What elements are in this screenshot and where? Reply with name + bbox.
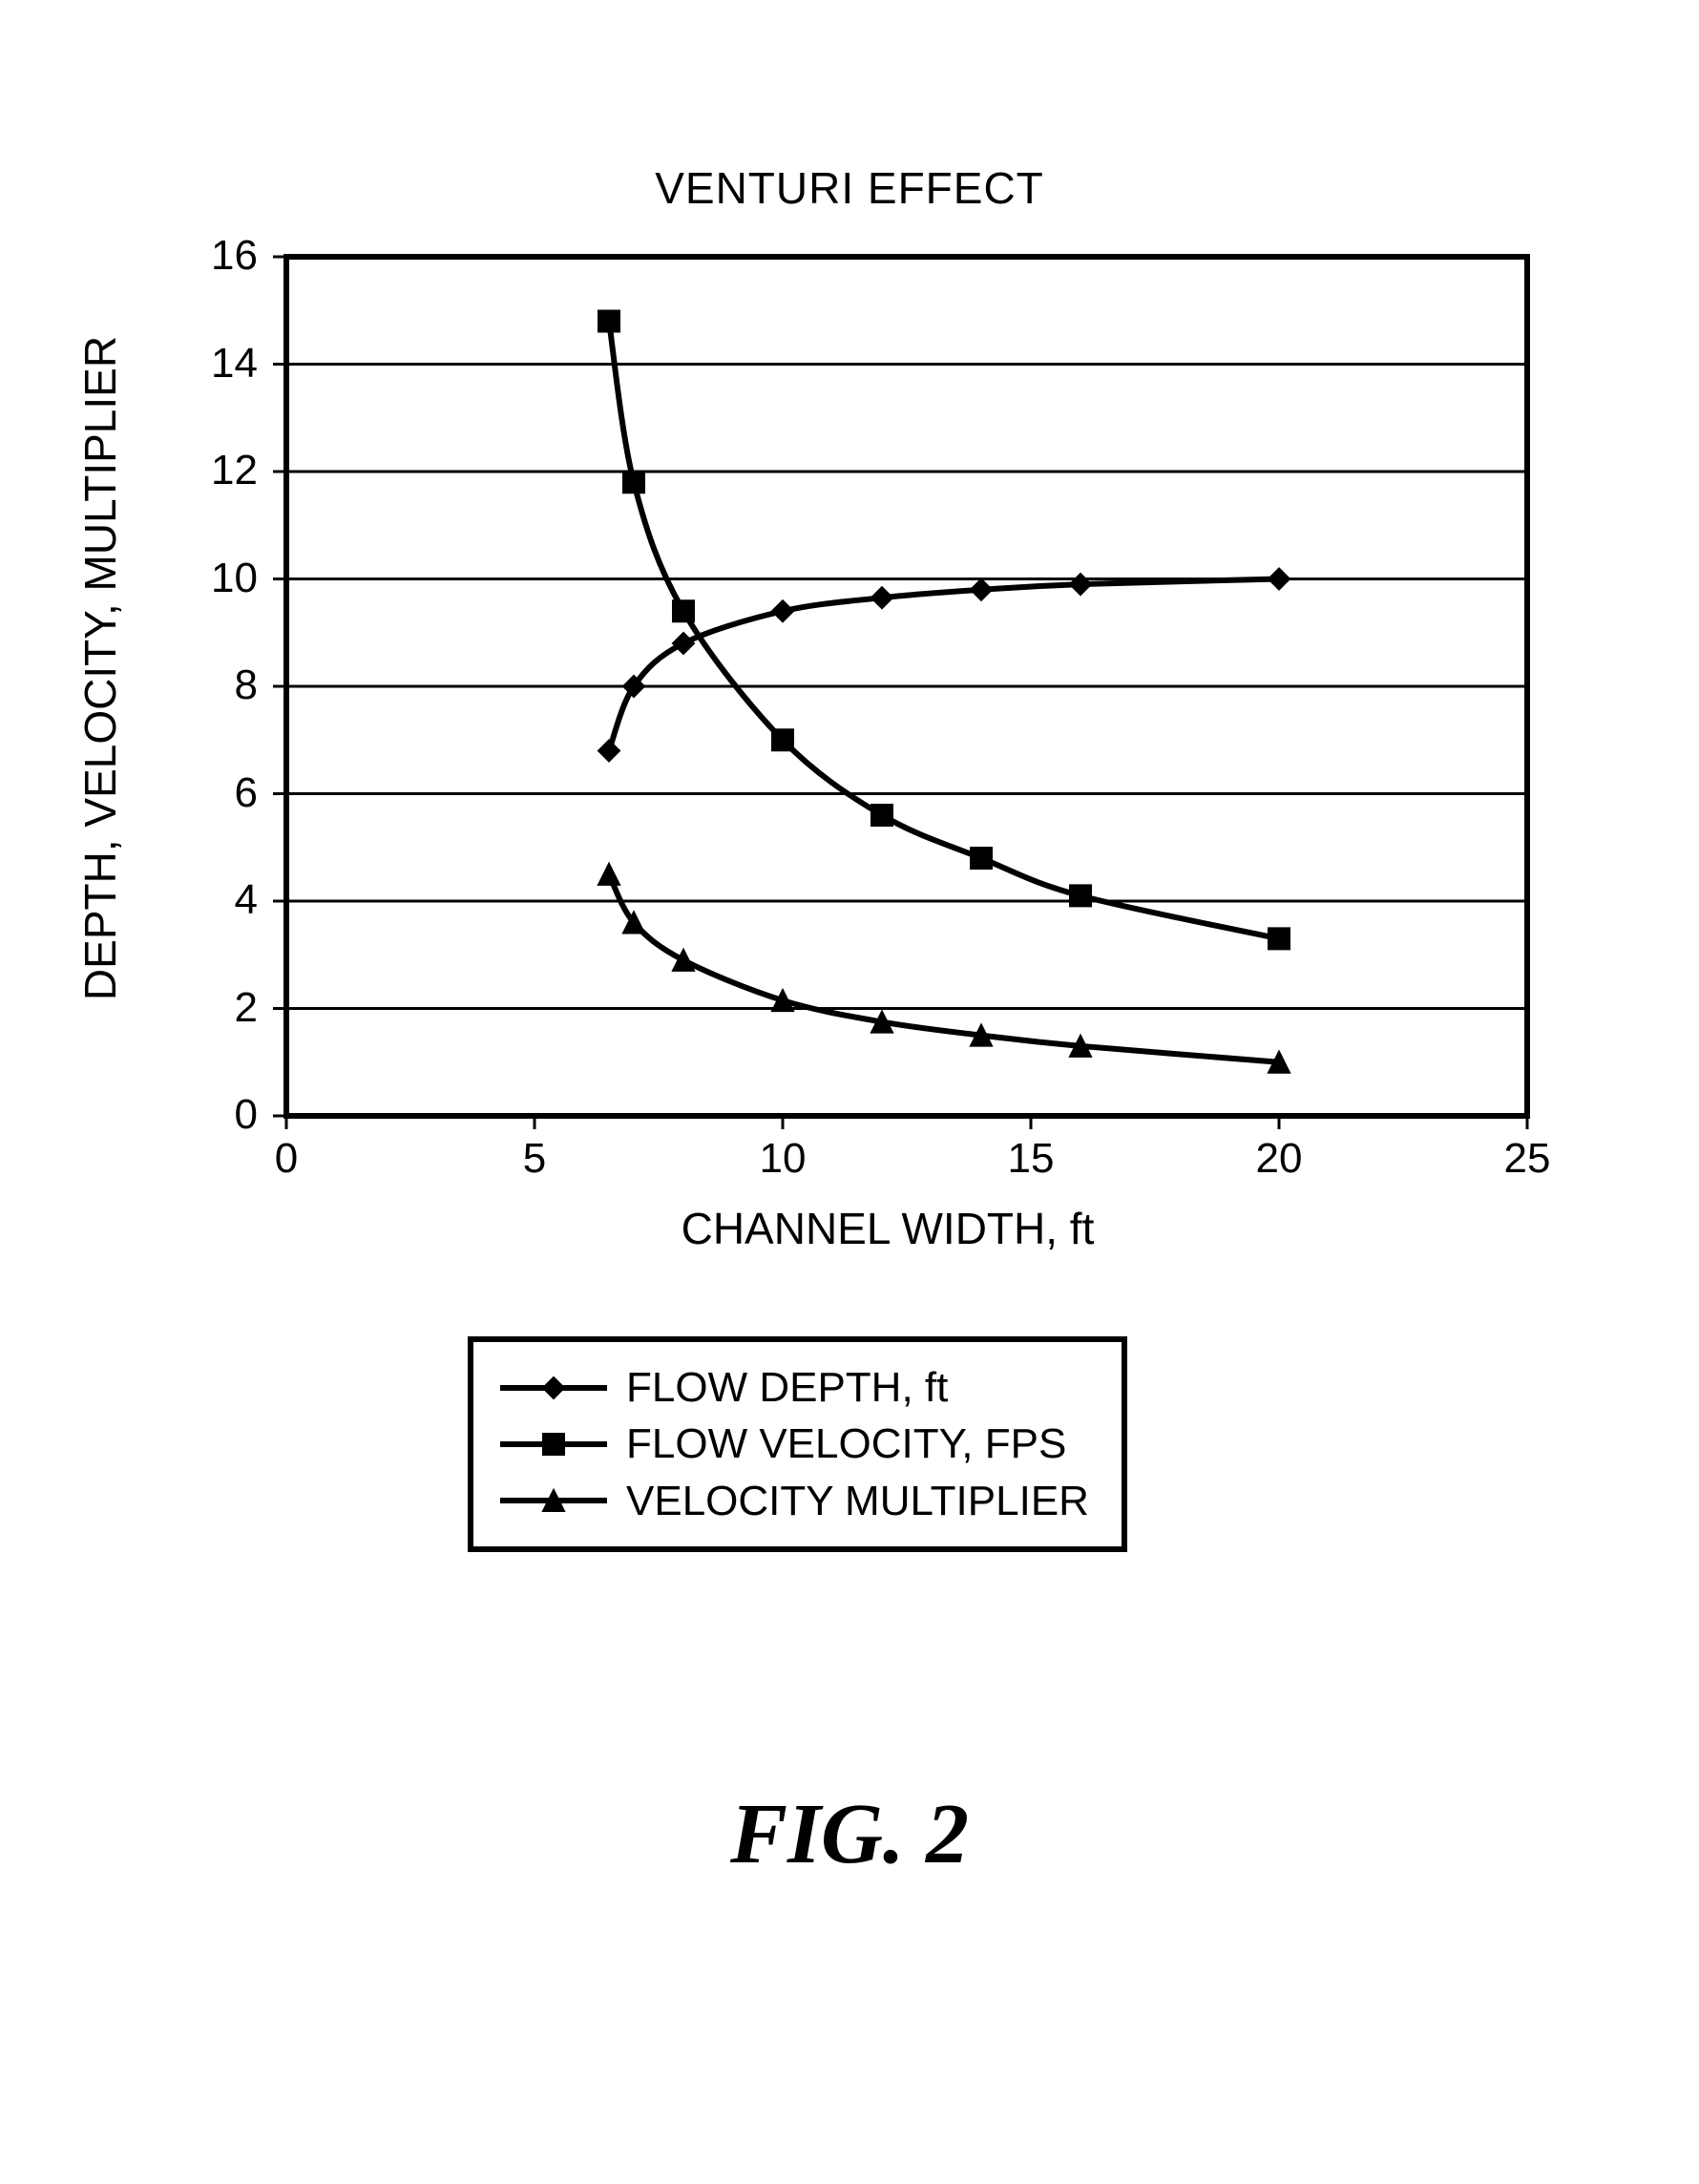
legend-swatch	[496, 1369, 611, 1407]
chart-svg	[267, 253, 1531, 1135]
x-tick-label: 5	[506, 1135, 563, 1183]
legend-label: FLOW VELOCITY, FPS	[626, 1416, 1066, 1472]
legend-item: VELOCITY MULTIPLIER	[496, 1473, 1089, 1529]
y-tick-label: 12	[181, 447, 258, 494]
chart-plot-area	[267, 253, 1531, 1140]
page: VENTURI EFFECT DEPTH, VELOCITY, MULTIPLI…	[0, 0, 1699, 2184]
y-tick-label: 0	[181, 1091, 258, 1139]
y-tick-label: 2	[181, 984, 258, 1032]
x-tick-label: 15	[1002, 1135, 1059, 1183]
chart-title: VENTURI EFFECT	[0, 162, 1699, 214]
y-tick-label: 10	[181, 555, 258, 602]
legend-swatch	[496, 1481, 611, 1520]
y-axis-label: DEPTH, VELOCITY, MULTIPLIER	[74, 336, 126, 1000]
y-tick-label: 16	[181, 232, 258, 280]
x-tick-label: 25	[1499, 1135, 1556, 1183]
y-tick-label: 8	[181, 662, 258, 709]
legend-item: FLOW DEPTH, ft	[496, 1359, 1089, 1416]
x-tick-label: 10	[754, 1135, 811, 1183]
y-tick-label: 14	[181, 340, 258, 388]
legend-item: FLOW VELOCITY, FPS	[496, 1416, 1089, 1472]
x-tick-label: 0	[258, 1135, 315, 1183]
x-axis-label: CHANNEL WIDTH, ft	[267, 1203, 1508, 1254]
y-tick-label: 4	[181, 876, 258, 924]
legend: FLOW DEPTH, ftFLOW VELOCITY, FPSVELOCITY…	[468, 1336, 1127, 1552]
legend-label: FLOW DEPTH, ft	[626, 1359, 948, 1416]
y-tick-label: 6	[181, 769, 258, 817]
legend-label: VELOCITY MULTIPLIER	[626, 1473, 1089, 1529]
legend-swatch	[496, 1425, 611, 1463]
figure-label: FIG. 2	[0, 1785, 1699, 1883]
x-tick-label: 20	[1250, 1135, 1308, 1183]
